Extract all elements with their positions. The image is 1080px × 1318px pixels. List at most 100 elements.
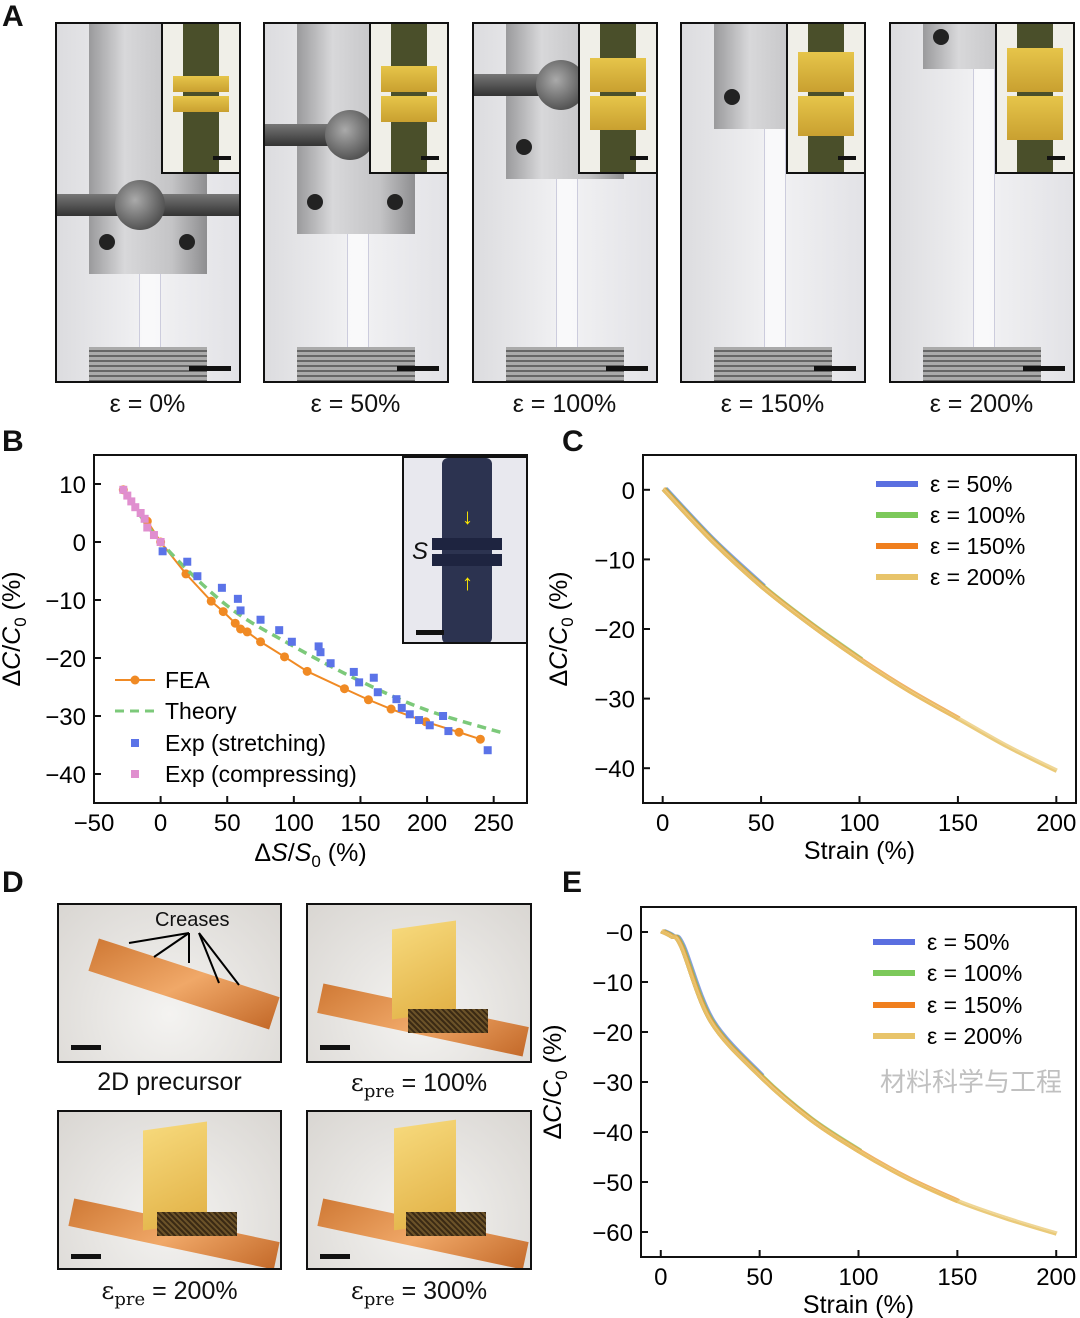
compress-point — [127, 497, 136, 506]
scale-bar — [397, 366, 439, 371]
legend-label: Exp (stretching) — [165, 730, 326, 756]
scale-bar — [71, 1045, 101, 1050]
y-tick-label: 0 — [622, 478, 635, 505]
caption-strain-150: ε = 150% — [720, 390, 825, 418]
y-tick-label: −40 — [592, 1120, 633, 1147]
electrode-bottom — [432, 554, 502, 566]
stretch-point — [217, 583, 226, 592]
arrow-up-icon: ↑ — [462, 570, 473, 595]
panel-label-d: D — [2, 866, 24, 899]
series-line-return — [663, 487, 961, 719]
y-tick-label: −40 — [45, 762, 86, 789]
x-tick-label: 50 — [746, 1264, 773, 1291]
stretchable-substrate — [556, 179, 578, 355]
electrode-top — [432, 538, 502, 550]
device-inset — [995, 24, 1073, 174]
y-tick-label: 0 — [73, 530, 86, 557]
fea-point — [230, 618, 240, 628]
caption-2d-precursor: 2D precursor — [57, 1068, 282, 1097]
y-axis-label: ΔC/C0 (%) — [539, 1024, 571, 1139]
series-line — [660, 930, 860, 1154]
electrode-pad — [157, 1212, 237, 1236]
legend-label: Exp (compressing) — [165, 761, 357, 787]
arrow-down-icon: ↓ — [462, 504, 473, 529]
creases-annotation: Creases — [155, 909, 230, 931]
legend-label: FEA — [165, 667, 210, 693]
capacitor-inset-photo: ↓ ↑ S — [402, 456, 528, 644]
fea-point — [386, 704, 396, 714]
y-tick-label: −0 — [606, 920, 633, 947]
epsilon-symbol: ε — [350, 1068, 364, 1097]
compress-point — [149, 531, 158, 540]
chart-C: 0 50 100 150 200 0 −10 −20 −30 −40 Strain (%) ΔC/C0… — [545, 454, 1077, 865]
compress-point — [131, 503, 140, 512]
fea-point — [363, 695, 373, 705]
fea-point — [421, 717, 431, 727]
x-tick-label: 200 — [407, 810, 447, 837]
compress-point — [140, 514, 149, 523]
caption-strain-50: ε = 50% — [310, 390, 401, 418]
legend-label: ε = 150% — [927, 992, 1022, 1018]
device-inset — [369, 24, 447, 174]
x-tick-label: 150 — [937, 1264, 977, 1291]
compress-point — [119, 485, 128, 494]
electrode-shape — [442, 458, 492, 642]
stretchable-substrate — [973, 69, 995, 355]
fea-point — [206, 596, 216, 606]
panel-label-e: E — [562, 866, 583, 899]
tensile-test-photo — [680, 22, 866, 383]
legend-marker — [130, 675, 140, 685]
stretch-point — [287, 637, 296, 646]
lower-clamp — [297, 347, 415, 381]
x-tick-label: 200 — [1036, 1264, 1076, 1291]
stretch-point — [275, 626, 284, 635]
stretch-point — [369, 673, 378, 682]
x-tick-label: 0 — [154, 810, 167, 837]
fea-point — [339, 684, 349, 694]
clamp-knob — [115, 180, 165, 230]
stretch-point — [314, 642, 323, 651]
y-tick-label: −10 — [592, 970, 633, 997]
x-tick-label: 100 — [839, 810, 879, 837]
compress-point — [136, 509, 145, 517]
fea-point — [181, 569, 191, 579]
fea-point — [302, 666, 312, 676]
x-tick-label: 200 — [1036, 810, 1076, 837]
y-tick-label: −20 — [45, 646, 86, 673]
legend-label: ε = 50% — [927, 929, 1010, 955]
crease-arrows — [128, 932, 240, 986]
stretch-point — [415, 716, 424, 725]
fea-point — [118, 485, 128, 495]
series-line-return — [664, 487, 864, 660]
legend-label: Theory — [165, 698, 237, 724]
epsilon-symbol: ε — [101, 1276, 115, 1305]
tensile-test-photo — [889, 22, 1075, 383]
scale-bar — [320, 1254, 350, 1259]
gap-label: S — [412, 538, 429, 565]
stretch-point — [444, 727, 453, 736]
x-axis-label: ΔS/S0 (%) — [254, 839, 366, 871]
subscript: pre — [363, 1081, 395, 1102]
scale-bar — [320, 1045, 350, 1050]
scale-bar — [71, 1254, 101, 1259]
x-tick-label: 250 — [474, 810, 514, 837]
scale-bar — [189, 366, 231, 371]
gold-wall — [392, 920, 456, 1020]
device-inset — [578, 24, 656, 174]
x-tick-label: 0 — [656, 810, 669, 837]
compress-point — [156, 538, 165, 546]
stretchable-substrate — [347, 234, 369, 355]
compress-point — [123, 491, 132, 500]
x-tick-label: 100 — [838, 1264, 878, 1291]
y-tick-label: −30 — [45, 704, 86, 731]
photo-prestrain-200 — [57, 1110, 282, 1270]
stretch-point — [425, 721, 434, 730]
series-line — [661, 488, 861, 662]
y-tick-label: −20 — [592, 1020, 633, 1047]
caption-value: = 300% — [394, 1277, 488, 1305]
fea-point — [156, 537, 166, 547]
stretch-point — [355, 678, 364, 687]
series-line-return — [664, 929, 765, 1076]
stretch-point — [236, 606, 245, 615]
